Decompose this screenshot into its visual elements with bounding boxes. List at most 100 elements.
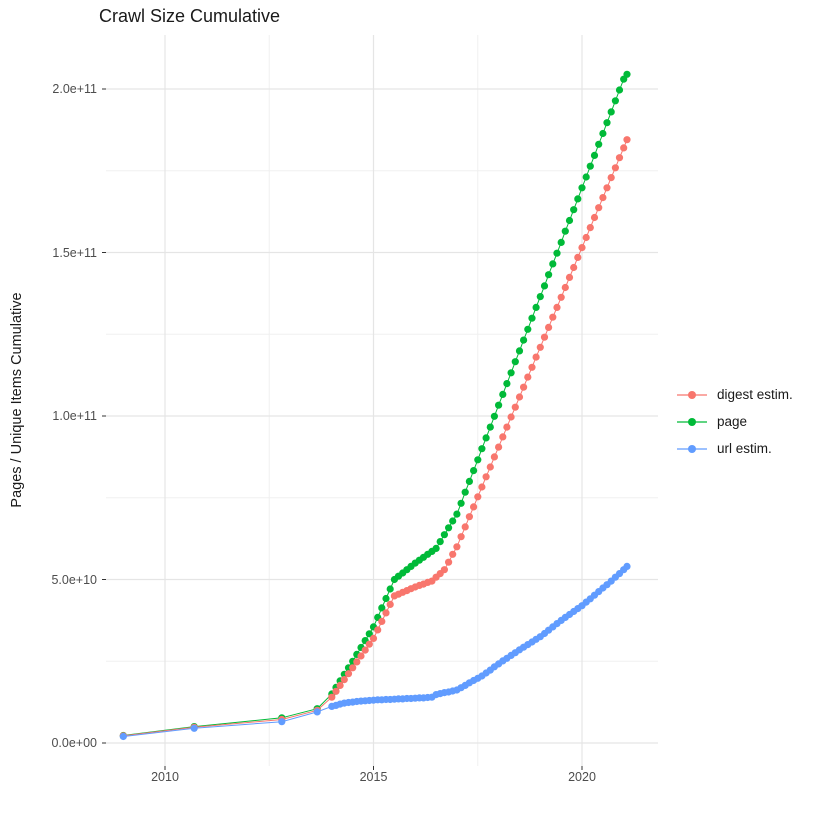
- data-point: [595, 140, 603, 148]
- data-point: [623, 562, 631, 571]
- data-point: [511, 403, 519, 411]
- legend-item-label: digest estim.: [717, 387, 793, 402]
- data-point: [503, 423, 511, 431]
- series-line: [123, 74, 628, 736]
- plot-area: [102, 35, 658, 770]
- data-point: [620, 144, 628, 152]
- y-tick-label: 5.0e+10: [51, 572, 97, 587]
- data-point: [590, 213, 599, 222]
- data-point: [440, 566, 448, 574]
- data-point: [465, 477, 473, 485]
- data-point: [340, 676, 348, 684]
- data-point: [490, 412, 498, 420]
- x-tick-label: 2020: [568, 770, 596, 784]
- x-tick-label: 2010: [151, 770, 179, 784]
- data-point: [495, 443, 503, 451]
- data-point: [623, 136, 631, 144]
- data-point: [570, 263, 578, 272]
- y-axis-title-text: Pages / Unique Items Cumulative: [9, 292, 25, 508]
- data-point: [507, 413, 515, 421]
- data-point: [574, 195, 582, 203]
- data-point: [540, 333, 549, 341]
- data-point: [595, 204, 603, 212]
- data-point: [486, 463, 494, 471]
- data-point: [578, 184, 586, 192]
- data-point: [478, 483, 486, 491]
- data-point: [549, 260, 557, 268]
- data-point: [495, 401, 503, 409]
- data-point: [432, 544, 440, 552]
- data-point: [453, 510, 461, 518]
- series-line: [123, 139, 628, 737]
- chart-title: Crawl Size Cumulative: [99, 6, 281, 26]
- data-point: [507, 369, 515, 377]
- y-tick-label: 0.0e+00: [51, 736, 97, 750]
- legend-key-point: [688, 444, 696, 453]
- data-point: [536, 343, 544, 351]
- data-point: [565, 216, 574, 225]
- data-point: [344, 670, 353, 678]
- legend-key-point: [688, 390, 696, 399]
- data-point: [332, 687, 340, 695]
- data-point: [582, 233, 590, 242]
- data-point: [470, 467, 478, 475]
- legend-item-label: url estim.: [717, 441, 772, 456]
- data-point: [465, 513, 473, 521]
- data-point: [578, 244, 586, 252]
- legend-key-icon: [677, 390, 707, 399]
- data-point: [499, 390, 507, 398]
- data-point: [474, 456, 482, 464]
- data-point: [528, 314, 536, 322]
- data-point: [328, 693, 336, 701]
- data-point: [565, 273, 574, 281]
- data-point: [528, 363, 536, 371]
- data-point: [436, 538, 444, 546]
- data-point: [490, 453, 498, 461]
- data-point: [586, 224, 594, 232]
- data-point: [474, 493, 482, 501]
- data-point: [599, 194, 607, 202]
- data-point: [586, 162, 594, 170]
- data-point: [532, 353, 540, 361]
- data-point: [361, 646, 369, 654]
- data-point: [482, 434, 490, 442]
- data-point: [365, 640, 373, 648]
- data-point: [511, 358, 519, 366]
- legend-key-icon: [677, 417, 707, 426]
- data-point: [386, 585, 394, 593]
- data-point: [449, 550, 457, 558]
- data-point: [470, 503, 478, 511]
- legend-item: url estim.: [676, 435, 793, 462]
- legend-item: page: [676, 408, 793, 435]
- data-point: [190, 724, 198, 732]
- data-point: [607, 174, 615, 182]
- data-point: [574, 253, 582, 261]
- legend-item: digest estim.: [676, 381, 793, 408]
- series-url-estim: [119, 562, 631, 741]
- legend-key-icon: [677, 444, 707, 453]
- data-point: [353, 658, 361, 666]
- data-point: [553, 303, 561, 311]
- data-point: [453, 543, 461, 551]
- data-point: [486, 423, 494, 431]
- data-point: [520, 336, 528, 344]
- data-point: [461, 488, 469, 496]
- data-point: [520, 383, 528, 391]
- data-point: [478, 445, 486, 453]
- data-point: [553, 249, 561, 257]
- data-point: [457, 499, 465, 507]
- data-point: [357, 652, 365, 660]
- x-tick-label: 2015: [359, 770, 388, 784]
- data-point: [382, 609, 390, 617]
- data-point: [615, 154, 624, 162]
- data-point: [374, 626, 382, 634]
- data-point: [590, 151, 599, 159]
- data-point: [615, 86, 624, 94]
- legend: digest estim. page url estim.: [676, 381, 793, 462]
- data-point: [119, 732, 127, 741]
- data-point: [278, 718, 286, 726]
- y-tick-label: 1.5e+11: [52, 245, 97, 260]
- data-point: [561, 227, 569, 235]
- data-point: [603, 119, 611, 127]
